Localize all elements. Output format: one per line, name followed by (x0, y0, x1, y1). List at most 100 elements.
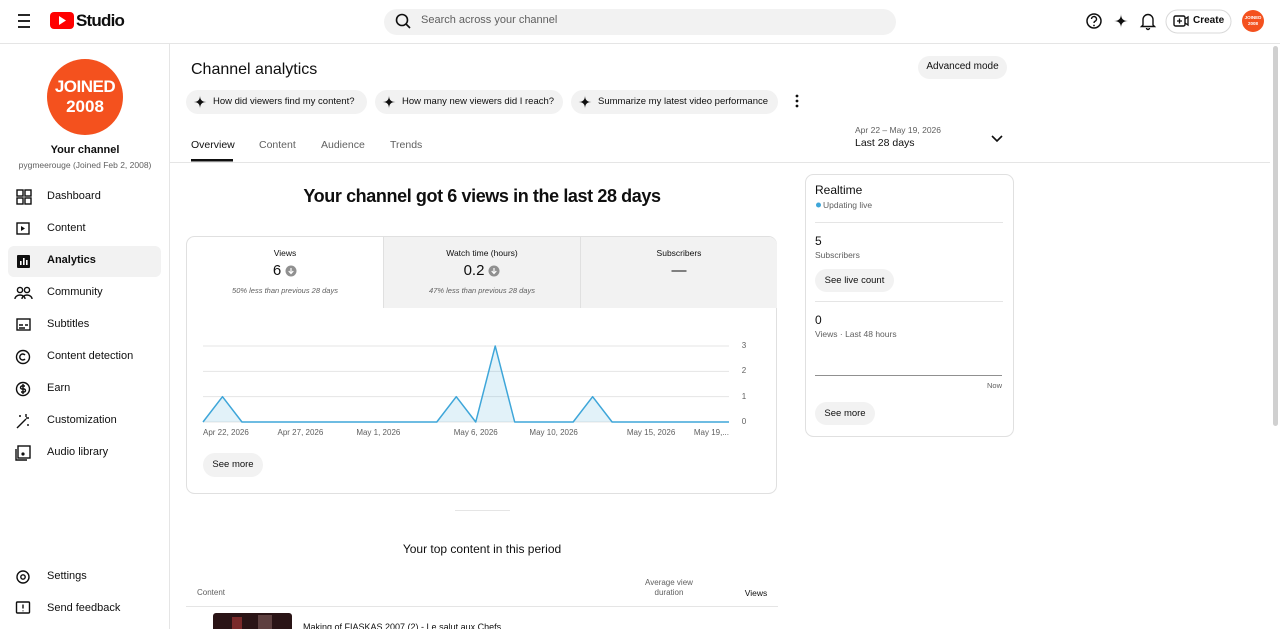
nav-icon (14, 294, 33, 300)
prompt-chip[interactable] (186, 90, 367, 114)
nav-icon (15, 349, 31, 365)
x-tick-label: May 1, 2026 (356, 428, 401, 437)
nav-active-bg[interactable] (8, 246, 161, 277)
y-tick-label: 2 (741, 366, 747, 376)
nav-icon (21, 226, 25, 231)
nav-icon (19, 353, 26, 361)
nav-item[interactable]: Earn (47, 382, 71, 395)
search-placeholder[interactable]: Search across your channel (421, 14, 558, 27)
nav-item[interactable]: Content (47, 222, 86, 235)
y-tick-label: 0 (741, 417, 747, 426)
feedback-icon[interactable] (15, 601, 31, 614)
metric-value: 6 (272, 261, 282, 279)
help-icon (1093, 24, 1095, 27)
nav-icon (23, 258, 25, 265)
metric-down-icon (288, 268, 294, 275)
nav-icon (17, 445, 31, 459)
nav-icon (24, 189, 32, 197)
prompt-chip[interactable] (375, 90, 563, 114)
nav-item[interactable]: Audio library (47, 446, 109, 459)
nav-item[interactable]: Customization (47, 414, 117, 427)
see-live-count-button[interactable] (815, 269, 894, 292)
x-tick-label: May 10, 2026 (529, 428, 578, 437)
nav-icon (24, 197, 32, 205)
metric-down-icon (491, 268, 497, 275)
nav-item[interactable]: Dashboard (47, 190, 101, 203)
nav-icon (16, 222, 30, 235)
channel-avatar[interactable] (47, 59, 123, 135)
search-icon (405, 23, 411, 29)
metric-change: 50% less than previous 28 days (232, 286, 338, 296)
nav-icon (21, 452, 25, 456)
help-icon (1090, 15, 1098, 24)
realtime-subscribers: 5 (815, 233, 822, 248)
scrollbar-thumb[interactable] (1273, 46, 1278, 426)
date-range: Apr 22 – May 19, 2026 (855, 124, 942, 135)
more-options-icon[interactable] (795, 104, 799, 108)
see-more-label[interactable]: See more (212, 459, 254, 471)
realtime-status: Updating live (823, 200, 873, 211)
nav-icon (19, 384, 27, 394)
nav-icon (15, 449, 27, 461)
x-tick-label: Apr 22, 2026 (203, 428, 249, 437)
y-tick-label: 1 (741, 391, 747, 401)
prompt-chip-label[interactable]: How many new viewers did I reach? (402, 96, 555, 108)
metric-label[interactable]: Subscribers (656, 247, 702, 258)
prompt-chip-label[interactable]: Summarize my latest video performance (598, 96, 769, 108)
prompt-icon (382, 95, 396, 109)
nav-icon (15, 381, 31, 397)
settings-icon[interactable] (16, 570, 30, 584)
see-live-count-label[interactable]: See live count (824, 274, 885, 286)
nav-item[interactable]: Analytics (47, 254, 96, 267)
settings-icon (20, 574, 26, 580)
x-tick-label: Apr 27, 2026 (277, 428, 324, 437)
column-header: Average view duration (645, 578, 693, 597)
channel-avatar-text: 2008 (66, 97, 104, 117)
video-thumbnail[interactable] (213, 613, 292, 629)
create-label[interactable]: Create (1193, 14, 1225, 26)
more-options-icon[interactable] (795, 94, 799, 98)
more-options-icon[interactable] (795, 99, 799, 103)
realtime-title: Realtime (815, 182, 863, 197)
prompt-chip[interactable] (571, 90, 778, 114)
notifications-icon[interactable] (1139, 13, 1157, 31)
prompt-icon (578, 95, 592, 109)
realtime-see-more-label[interactable]: See more (824, 407, 866, 419)
search-box[interactable] (384, 9, 896, 35)
metric-label[interactable]: Watch time (hours) (446, 247, 518, 258)
analytics-tab[interactable]: Content (259, 139, 296, 152)
nav-icon (16, 189, 24, 197)
analytics-tab[interactable]: Overview (191, 139, 235, 152)
x-tick-label: May 15, 2026 (626, 428, 676, 437)
live-indicator (816, 202, 821, 208)
account-avatar-text: 2008 (1247, 20, 1258, 26)
assistant-icon (1114, 14, 1128, 28)
analytics-tab[interactable]: Audience (321, 139, 365, 152)
period-selector[interactable]: Last 28 days (855, 137, 915, 150)
create-icon (1177, 15, 1189, 27)
active-tab-indicator (191, 159, 233, 162)
nav-footer-item[interactable]: Send feedback (47, 602, 121, 615)
advanced-mode-button[interactable] (918, 56, 1007, 79)
realtime-now-label: Now (986, 381, 1002, 391)
nav-footer-item[interactable]: Settings (47, 570, 87, 583)
nav-icon (16, 318, 31, 331)
nav-item[interactable]: Content detection (47, 350, 134, 363)
nav-item[interactable]: Community (47, 286, 103, 299)
video-title[interactable]: Making of FIASKAS 2007 (2) - Le salut au… (303, 622, 502, 629)
prompt-chip-label[interactable]: How did viewers find my content? (213, 96, 355, 108)
account-avatar[interactable] (1242, 10, 1264, 32)
realtime-see-more-button[interactable] (815, 402, 875, 425)
search-icon (395, 13, 409, 27)
nav-item[interactable]: Subtitles (47, 318, 90, 331)
prompt-icon (193, 95, 207, 109)
period-dropdown-icon[interactable] (991, 135, 1003, 143)
help-icon[interactable] (1086, 13, 1102, 29)
top-content-title: Your top content in this period (402, 541, 562, 556)
analytics-tab[interactable]: Trends (390, 139, 423, 152)
advanced-mode-label[interactable]: Advanced mode (926, 61, 999, 73)
see-more-button[interactable] (203, 453, 263, 477)
metric-label[interactable]: Views (273, 247, 297, 258)
